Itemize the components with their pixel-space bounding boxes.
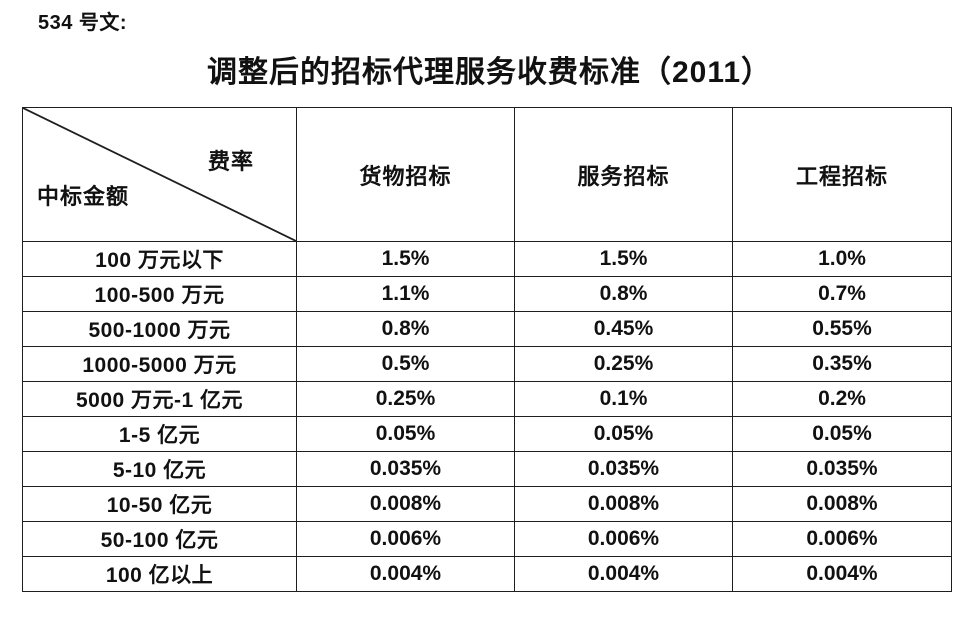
- value-cell: 0.006%: [514, 521, 733, 557]
- value-cell: 0.004%: [296, 556, 515, 592]
- table-row: 100 万元以下 1.5% 1.5% 1.0%: [22, 241, 952, 277]
- value-cell: 0.035%: [732, 451, 952, 487]
- value-cell: 0.05%: [732, 416, 952, 452]
- table-row: 50-100 亿元 0.006% 0.006% 0.006%: [22, 521, 952, 557]
- value-cell: 0.004%: [732, 556, 952, 592]
- value-cell: 0.45%: [514, 311, 733, 347]
- value-cell: 0.008%: [732, 486, 952, 522]
- value-cell: 0.05%: [514, 416, 733, 452]
- table-row: 5-10 亿元 0.035% 0.035% 0.035%: [22, 451, 952, 487]
- corner-label-rate: 费率: [207, 149, 254, 174]
- amount-cell: 500-1000 万元: [22, 311, 297, 347]
- value-cell: 0.25%: [296, 381, 515, 417]
- value-cell: 0.55%: [732, 311, 952, 347]
- ref-label: 534 号文:: [38, 12, 128, 34]
- value-cell: 1.5%: [296, 241, 515, 277]
- column-header-goods: 货物招标: [296, 107, 515, 242]
- value-cell: 0.05%: [296, 416, 515, 452]
- amount-cell: 5000 万元-1 亿元: [22, 381, 297, 417]
- amount-cell: 100 万元以下: [22, 241, 297, 277]
- table-row: 100-500 万元 1.1% 0.8% 0.7%: [22, 276, 952, 312]
- column-header-engineering: 工程招标: [732, 107, 952, 242]
- table-row: 1000-5000 万元 0.5% 0.25% 0.35%: [22, 346, 952, 382]
- value-cell: 0.35%: [732, 346, 952, 382]
- corner-header-cell: 费率 中标金额: [22, 107, 297, 242]
- amount-cell: 50-100 亿元: [22, 521, 297, 557]
- table-row: 10-50 亿元 0.008% 0.008% 0.008%: [22, 486, 952, 522]
- value-cell: 1.0%: [732, 241, 952, 277]
- corner-label-amount: 中标金额: [37, 184, 130, 209]
- diagonal-divider-line: [23, 108, 296, 241]
- value-cell: 0.2%: [732, 381, 952, 417]
- amount-cell: 5-10 亿元: [22, 451, 297, 487]
- value-cell: 0.006%: [732, 521, 952, 557]
- value-cell: 0.8%: [514, 276, 733, 312]
- amount-cell: 1-5 亿元: [22, 416, 297, 452]
- value-cell: 1.5%: [514, 241, 733, 277]
- value-cell: 0.1%: [514, 381, 733, 417]
- value-cell: 0.004%: [514, 556, 733, 592]
- header-row: 费率 中标金额 货物招标 服务招标 工程招标: [22, 107, 952, 242]
- amount-cell: 10-50 亿元: [22, 486, 297, 522]
- value-cell: 0.25%: [514, 346, 733, 382]
- amount-cell: 100-500 万元: [22, 276, 297, 312]
- value-cell: 0.006%: [296, 521, 515, 557]
- value-cell: 0.7%: [732, 276, 952, 312]
- page-title: 调整后的招标代理服务收费标准（2011）: [206, 56, 773, 89]
- value-cell: 0.008%: [514, 486, 733, 522]
- amount-cell: 100 亿以上: [22, 556, 297, 592]
- value-cell: 0.035%: [296, 451, 515, 487]
- fee-standard-table: 费率 中标金额 货物招标 服务招标 工程招标 100 万元以下 1.5% 1.5…: [22, 107, 952, 592]
- table-row: 100 亿以上 0.004% 0.004% 0.004%: [22, 556, 952, 592]
- value-cell: 0.8%: [296, 311, 515, 347]
- table-row: 500-1000 万元 0.8% 0.45% 0.55%: [22, 311, 952, 347]
- table-row: 1-5 亿元 0.05% 0.05% 0.05%: [22, 416, 952, 452]
- amount-cell: 1000-5000 万元: [22, 346, 297, 382]
- table-row: 5000 万元-1 亿元 0.25% 0.1% 0.2%: [22, 381, 952, 417]
- value-cell: 0.5%: [296, 346, 515, 382]
- value-cell: 1.1%: [296, 276, 515, 312]
- value-cell: 0.008%: [296, 486, 515, 522]
- column-header-services: 服务招标: [514, 107, 733, 242]
- value-cell: 0.035%: [514, 451, 733, 487]
